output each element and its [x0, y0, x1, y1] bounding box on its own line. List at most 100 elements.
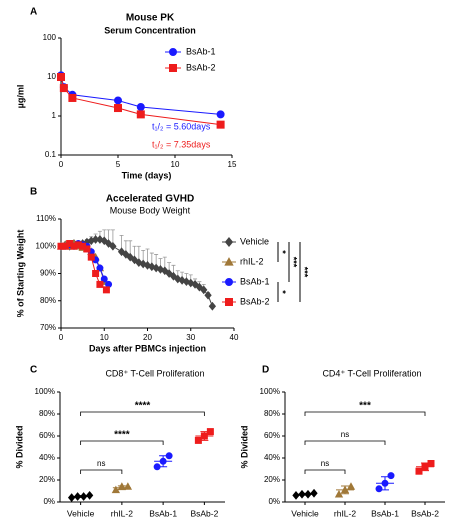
- marker: [159, 457, 167, 465]
- comparison-bracket: [304, 469, 346, 474]
- comparison-label: ****: [135, 401, 151, 412]
- marker: [59, 84, 68, 93]
- x-tick-label: 10: [171, 160, 180, 169]
- x-tick-label: BsAb-2: [190, 508, 218, 518]
- legend-label: BsAb-2: [240, 296, 270, 306]
- x-axis-label: Days after PBMCs injection: [89, 343, 206, 353]
- marker: [169, 271, 178, 281]
- x-axis-label: Time (days): [122, 170, 172, 180]
- marker: [346, 482, 356, 490]
- y-tick-label: 1: [52, 111, 57, 120]
- marker: [224, 237, 234, 247]
- marker: [182, 277, 191, 287]
- y-tick-label: 80%: [40, 296, 56, 305]
- legend-label: rhIL-2: [240, 256, 264, 266]
- comparison-label: *: [278, 290, 288, 294]
- marker: [102, 286, 110, 294]
- x-tick-label: rhIL-2: [111, 508, 133, 518]
- x-tick-label: 20: [143, 333, 152, 342]
- marker: [310, 488, 318, 498]
- comparison-label: ***: [359, 401, 371, 412]
- x-tick-label: BsAb-1: [149, 508, 177, 518]
- panel-label: B: [30, 187, 37, 198]
- y-tick-label: 0.1: [45, 150, 57, 159]
- comparison-label: ns: [341, 430, 349, 439]
- marker: [224, 257, 234, 266]
- panel-label: A: [30, 7, 37, 18]
- y-tick-label: 20%: [39, 475, 55, 484]
- marker: [375, 485, 383, 493]
- marker: [100, 275, 108, 283]
- marker: [169, 64, 177, 72]
- marker: [208, 301, 217, 311]
- marker: [83, 245, 91, 253]
- comparison-label: *: [278, 250, 288, 254]
- y-tick-label: 60%: [39, 431, 55, 440]
- x-tick-label: 5: [116, 160, 121, 169]
- marker: [194, 436, 202, 444]
- chart-subtitle: Mouse Body Weight: [110, 205, 191, 215]
- y-tick-label: 0%: [43, 497, 55, 506]
- comparison-label: ns: [97, 459, 105, 468]
- y-tick-label: 80%: [264, 409, 280, 418]
- comparison-bracket: [80, 469, 123, 474]
- marker: [292, 491, 300, 500]
- marker: [57, 73, 65, 81]
- marker: [152, 263, 160, 273]
- marker: [96, 264, 104, 272]
- marker: [381, 479, 389, 487]
- comparison-bracket: [80, 440, 164, 445]
- y-tick-label: 70%: [40, 323, 56, 332]
- marker: [85, 491, 94, 500]
- marker: [200, 432, 208, 440]
- annotation: t₁/₂ = 7.35days: [152, 139, 211, 149]
- marker: [225, 298, 233, 306]
- marker: [204, 290, 212, 300]
- x-tick-label: 0: [59, 160, 64, 169]
- marker: [156, 265, 165, 274]
- y-tick-label: 100%: [260, 387, 280, 396]
- legend-label: Vehicle: [240, 236, 269, 246]
- chart-title: Accelerated GVHD: [106, 194, 194, 205]
- marker: [136, 110, 145, 119]
- x-tick-label: Vehicle: [291, 508, 319, 518]
- marker: [298, 489, 306, 499]
- y-tick-label: 100%: [35, 387, 55, 396]
- marker: [200, 285, 208, 295]
- comparison-label: ****: [114, 430, 130, 441]
- legend-label: BsAb-1: [186, 46, 216, 56]
- marker: [92, 270, 100, 277]
- legend-label: BsAb-1: [240, 276, 270, 286]
- annotation: t₁/₂ = 5.60days: [152, 121, 211, 131]
- y-tick-label: 60%: [264, 431, 280, 440]
- marker: [96, 280, 104, 288]
- marker: [304, 489, 312, 499]
- legend-label: BsAb-2: [186, 62, 216, 72]
- marker: [427, 460, 435, 467]
- marker: [165, 452, 173, 460]
- x-tick-label: 15: [228, 160, 237, 169]
- marker: [126, 252, 134, 262]
- x-tick-label: BsAb-1: [371, 508, 399, 518]
- marker: [225, 278, 233, 286]
- panel-label: D: [262, 365, 269, 376]
- marker: [114, 96, 122, 105]
- comparison-label: ***: [300, 267, 310, 278]
- chart-subtitle: Serum Concentration: [104, 25, 196, 35]
- y-tick-label: 40%: [264, 453, 280, 462]
- y-tick-label: 0%: [268, 497, 280, 506]
- chart-title: CD8⁺ T-Cell Proliferation: [105, 368, 204, 378]
- y-axis-label: % Divided: [14, 425, 24, 468]
- marker: [122, 250, 130, 259]
- y-axis-label: µg/ml: [15, 85, 25, 109]
- marker: [206, 428, 214, 436]
- chart-title: Mouse PK: [126, 13, 175, 24]
- x-tick-label: Vehicle: [67, 508, 95, 518]
- comparison-bracket: [80, 411, 205, 416]
- marker: [117, 482, 127, 490]
- comparison-label: ***: [289, 257, 299, 268]
- marker: [161, 266, 169, 276]
- y-tick-label: 80%: [39, 409, 55, 418]
- marker: [334, 489, 344, 498]
